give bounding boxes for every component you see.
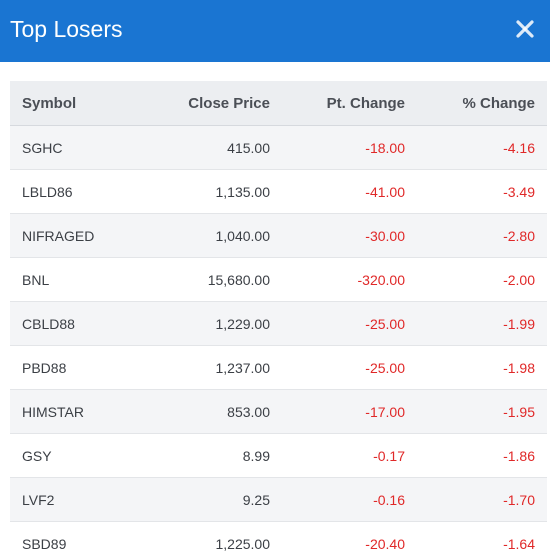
losers-table-container: Symbol Close Price Pt. Change % Change S…: [10, 81, 547, 557]
pt-change-cell: -0.16: [272, 477, 407, 522]
table-row[interactable]: PBD88 1,237.00 -25.00 -1.98: [10, 345, 547, 390]
pt-change-cell: -18.00: [272, 125, 407, 170]
table-row[interactable]: BNL 15,680.00 -320.00 -2.00: [10, 257, 547, 302]
table-row[interactable]: NIFRAGED 1,040.00 -30.00 -2.80: [10, 213, 547, 258]
pt-change-cell: -320.00: [272, 257, 407, 302]
pct-change-cell: -4.16: [407, 125, 547, 170]
pt-change-cell: -41.00: [272, 169, 407, 214]
table-row[interactable]: HIMSTAR 853.00 -17.00 -1.95: [10, 389, 547, 434]
close-price-cell: 415.00: [142, 125, 272, 170]
pct-change-cell: -2.00: [407, 257, 547, 302]
close-price-cell: 1,237.00: [142, 345, 272, 390]
pct-change-cell: -1.86: [407, 433, 547, 478]
close-icon[interactable]: [514, 18, 536, 40]
close-price-cell: 9.25: [142, 477, 272, 522]
pct-change-cell: -1.98: [407, 345, 547, 390]
pt-change-cell: -20.40: [272, 521, 407, 557]
close-price-cell: 1,225.00: [142, 521, 272, 557]
symbol-cell: SGHC: [10, 125, 142, 170]
pt-change-cell: -17.00: [272, 389, 407, 434]
table-row[interactable]: GSY 8.99 -0.17 -1.86: [10, 433, 547, 478]
column-header-pt-change[interactable]: Pt. Change: [272, 81, 407, 126]
pct-change-cell: -1.70: [407, 477, 547, 522]
table-row[interactable]: CBLD88 1,229.00 -25.00 -1.99: [10, 301, 547, 346]
close-price-cell: 8.99: [142, 433, 272, 478]
losers-table: Symbol Close Price Pt. Change % Change S…: [10, 81, 547, 557]
pct-change-cell: -3.49: [407, 169, 547, 214]
symbol-cell: LVF2: [10, 477, 142, 522]
close-price-cell: 1,135.00: [142, 169, 272, 214]
pct-change-cell: -1.99: [407, 301, 547, 346]
symbol-cell: HIMSTAR: [10, 389, 142, 434]
symbol-cell: CBLD88: [10, 301, 142, 346]
pt-change-cell: -25.00: [272, 345, 407, 390]
table-row[interactable]: LVF2 9.25 -0.16 -1.70: [10, 477, 547, 522]
close-price-cell: 1,040.00: [142, 213, 272, 258]
column-header-symbol[interactable]: Symbol: [10, 81, 142, 126]
pt-change-cell: -25.00: [272, 301, 407, 346]
close-price-cell: 1,229.00: [142, 301, 272, 346]
symbol-cell: LBLD86: [10, 169, 142, 214]
close-price-cell: 853.00: [142, 389, 272, 434]
dialog-title: Top Losers: [10, 16, 123, 42]
symbol-cell: NIFRAGED: [10, 213, 142, 258]
table-row[interactable]: SBD89 1,225.00 -20.40 -1.64: [10, 521, 547, 557]
pt-change-cell: -30.00: [272, 213, 407, 258]
table-row[interactable]: LBLD86 1,135.00 -41.00 -3.49: [10, 169, 547, 214]
pct-change-cell: -1.64: [407, 521, 547, 557]
symbol-cell: PBD88: [10, 345, 142, 390]
table-row[interactable]: SGHC 415.00 -18.00 -4.16: [10, 125, 547, 170]
symbol-cell: SBD89: [10, 521, 142, 557]
pt-change-cell: -0.17: [272, 433, 407, 478]
dialog-header: Top Losers: [0, 0, 550, 62]
symbol-cell: GSY: [10, 433, 142, 478]
close-price-cell: 15,680.00: [142, 257, 272, 302]
pct-change-cell: -1.95: [407, 389, 547, 434]
table-header-row: Symbol Close Price Pt. Change % Change: [10, 81, 547, 126]
symbol-cell: BNL: [10, 257, 142, 302]
column-header-close-price[interactable]: Close Price: [142, 81, 272, 126]
column-header-pct-change[interactable]: % Change: [407, 81, 547, 126]
pct-change-cell: -2.80: [407, 213, 547, 258]
